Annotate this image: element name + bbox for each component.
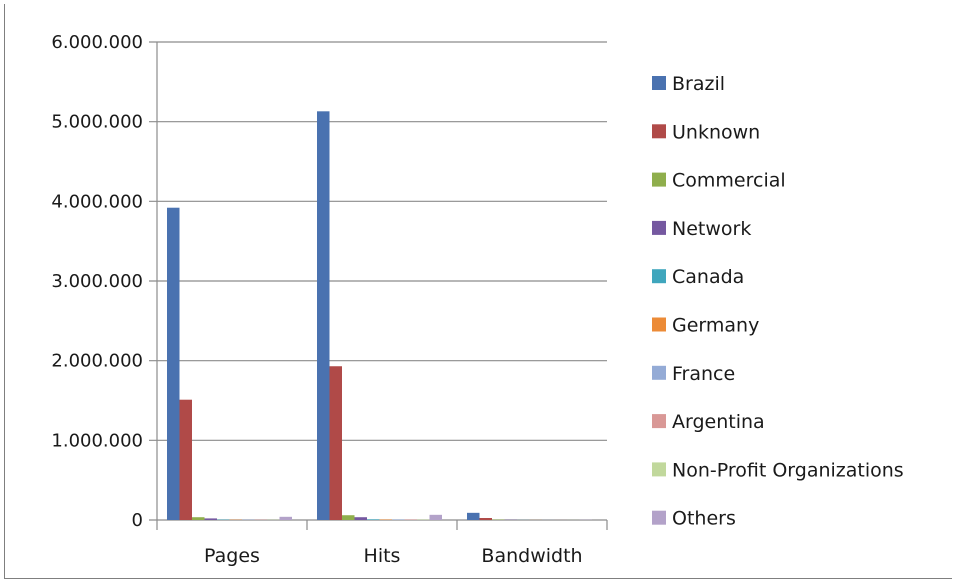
y-tick-label: 5.000.000 xyxy=(51,112,143,133)
legend-swatch xyxy=(652,317,666,332)
legend-swatch xyxy=(652,269,666,284)
legend-label: Unknown xyxy=(672,121,760,143)
legend-label: Argentina xyxy=(672,411,765,433)
legend-swatch xyxy=(652,414,666,429)
y-tick-label: 4.000.000 xyxy=(51,191,143,212)
legend-swatch xyxy=(652,365,666,380)
bar-others xyxy=(279,516,292,520)
bar-unknown xyxy=(479,518,492,520)
bar-others xyxy=(429,514,442,520)
legend-label: Non-Profit Organizations xyxy=(672,459,904,481)
legend-swatch xyxy=(652,510,666,525)
legend-label: France xyxy=(672,363,735,385)
bar-brazil xyxy=(317,111,330,520)
bar-network xyxy=(354,517,367,520)
legend-label: Others xyxy=(672,508,736,530)
bar-brazil xyxy=(467,512,480,520)
legend-label: Canada xyxy=(672,266,744,288)
chart-frame xyxy=(4,4,952,579)
y-tick-label: 2.000.000 xyxy=(51,351,143,372)
x-tick-label: Pages xyxy=(204,545,260,567)
legend-label: Commercial xyxy=(672,170,786,192)
legend-swatch xyxy=(652,172,666,187)
x-tick-label: Bandwidth xyxy=(481,545,582,567)
y-tick-label: 3.000.000 xyxy=(51,271,143,292)
legend-swatch xyxy=(652,462,666,477)
y-tick-label: 6.000.000 xyxy=(51,32,143,53)
bar-unknown xyxy=(329,366,342,520)
bar-brazil xyxy=(167,207,180,520)
legend-swatch xyxy=(652,124,666,139)
bar-network xyxy=(204,518,217,520)
bar-commercial xyxy=(342,515,355,520)
legend-label: Brazil xyxy=(672,73,725,95)
x-tick-label: Hits xyxy=(364,545,401,567)
legend-label: Germany xyxy=(672,315,759,337)
bar-canada xyxy=(367,519,380,520)
y-tick-label: 1.000.000 xyxy=(51,430,143,451)
legend-label: Network xyxy=(672,218,751,240)
y-tick-label: 0 xyxy=(132,510,143,531)
legend-swatch xyxy=(652,220,666,235)
bar-commercial xyxy=(192,517,205,520)
bar-unknown xyxy=(179,399,192,520)
legend-swatch xyxy=(652,76,666,90)
